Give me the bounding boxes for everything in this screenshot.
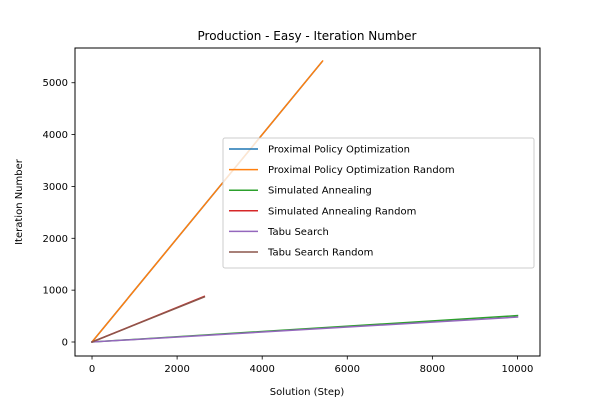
plot-frame [74, 47, 541, 357]
y-tick-label: 4000 [43, 130, 68, 141]
x-tick-label: 10000 [502, 364, 534, 375]
legend-label-1: Proximal Policy Optimization Random [268, 165, 455, 176]
y-tick-label: 1000 [43, 286, 68, 297]
plot-lines [90, 59, 519, 344]
chart-title: Production - Easy - Iteration Number [198, 29, 417, 43]
x-tick-label: 8000 [420, 364, 445, 375]
y-ticks: 0 1000 2000 3000 4000 5000 [43, 78, 75, 349]
y-axis-label: Iteration Number [14, 158, 25, 245]
x-tick-label: 6000 [335, 364, 360, 375]
y-tick-label: 5000 [43, 78, 68, 89]
y-tick-label: 3000 [43, 182, 68, 193]
series-line-5 [91, 295, 206, 343]
x-tick-label: 2000 [164, 364, 189, 375]
x-ticks: 0 2000 4000 6000 8000 10000 [89, 356, 534, 375]
x-axis-label: Solution (Step) [270, 387, 345, 398]
y-tick-label: 0 [62, 338, 68, 349]
series-line-4 [91, 316, 519, 343]
legend-label-4: Tabu Search [267, 227, 329, 238]
x-tick-label: 4000 [249, 364, 274, 375]
legend: Proximal Policy Optimization Proximal Pol… [222, 137, 535, 269]
legend-label-0: Proximal Policy Optimization [268, 145, 410, 156]
x-tick-label: 0 [89, 364, 95, 375]
legend-box [222, 137, 535, 269]
legend-label-3: Simulated Annealing Random [268, 206, 416, 217]
legend-label-5: Tabu Search Random [267, 248, 373, 259]
series-line-1 [90, 59, 324, 344]
legend-label-2: Simulated Annealing [268, 186, 372, 197]
y-tick-label: 2000 [43, 234, 68, 245]
